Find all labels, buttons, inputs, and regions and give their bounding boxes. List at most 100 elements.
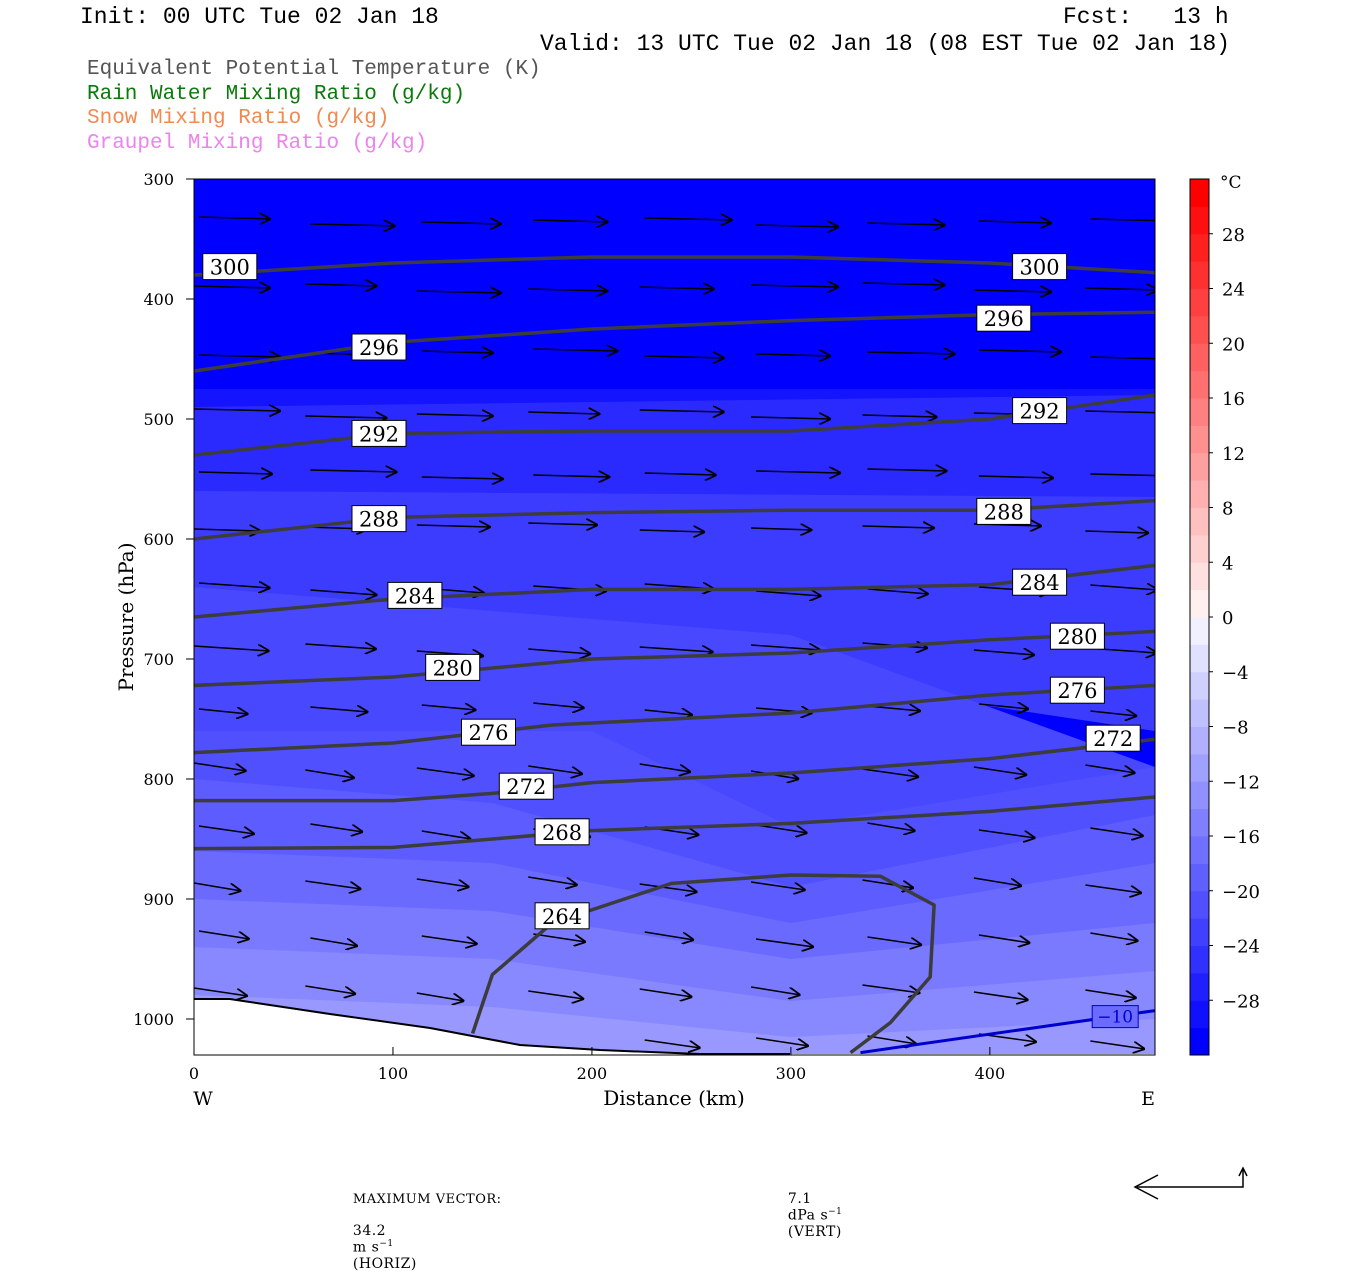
y-tick-label: 1000 <box>133 1010 174 1029</box>
wind-vector <box>416 525 491 527</box>
wind-vector <box>862 526 935 528</box>
wind-vector <box>867 936 923 945</box>
wind-vector <box>751 285 839 287</box>
wind-vector <box>310 823 363 832</box>
contour-label-box <box>534 902 590 930</box>
wind-vector <box>416 414 494 416</box>
wind-vector <box>533 475 610 477</box>
colorbar-swatch <box>1190 398 1209 426</box>
wind-vector <box>644 473 717 475</box>
contour-label-box <box>202 253 258 281</box>
wind-vector <box>416 878 470 887</box>
contour-label-box <box>387 581 443 609</box>
colorbar-tick-label: −12 <box>1222 772 1260 793</box>
wind-vector <box>644 1039 701 1048</box>
colorbar-tick-label: −8 <box>1222 718 1249 739</box>
wind-vector <box>1090 356 1155 360</box>
wind-vector <box>310 470 397 472</box>
colorbar-tick-label: 28 <box>1222 225 1245 246</box>
max-vector-horiz-kind: (HORIZ) <box>352 1255 417 1272</box>
wind-vector <box>421 351 494 353</box>
colorbar-swatch <box>1190 781 1209 810</box>
wind-vector <box>421 830 471 839</box>
contour-label: 272 <box>506 775 546 799</box>
reference-vector <box>1133 1166 1248 1200</box>
wind-vector <box>862 984 921 993</box>
max-vector-horiz-value: 34.2 <box>352 1223 387 1239</box>
wind-vector <box>305 416 387 418</box>
wind-vector <box>194 646 270 651</box>
wind-vector <box>1090 218 1155 222</box>
colorbar-tick-label: −4 <box>1222 663 1249 684</box>
reference-vector-head-vert <box>1238 1166 1248 1177</box>
colorbar-tick-label: 8 <box>1222 499 1233 520</box>
max-vector-caption: MAXIMUM VECTOR: 34.2 m s−1 (HORIZ) <box>343 1175 502 1272</box>
contour-label: 272 <box>1093 727 1133 751</box>
colorbar-swatch <box>1190 562 1209 591</box>
wind-vector <box>416 291 502 293</box>
theta-e-contour <box>194 795 1155 851</box>
x-axis: 0 100 200 300 400 <box>189 1047 1005 1083</box>
wind-vector <box>756 225 839 227</box>
wind-vectors <box>194 217 1155 1049</box>
colorbar-tick-label: 20 <box>1222 334 1245 355</box>
wind-vector <box>1090 932 1138 941</box>
wind-vector <box>528 765 583 774</box>
contour-label: 284 <box>1020 571 1060 595</box>
colorbar-swatch <box>1190 671 1209 700</box>
colorbar-swatch <box>1190 726 1209 755</box>
wind-vector <box>867 822 916 831</box>
contour-label-box <box>1012 568 1068 596</box>
contour-label-box <box>351 419 407 447</box>
contour-label: 268 <box>542 821 582 845</box>
colorbar-swatch <box>1190 863 1209 892</box>
wind-vector <box>639 883 698 892</box>
wind-vector <box>528 649 591 654</box>
legend-snow: Snow Mixing Ratio (g/kg) <box>87 107 390 130</box>
colorbar-swatch <box>1190 425 1209 454</box>
contour-label: 292 <box>1020 400 1060 424</box>
colorbar-swatch <box>1190 836 1209 864</box>
y-tick-label: 900 <box>143 890 174 909</box>
temperature-label-box <box>1091 1005 1139 1029</box>
y-tick-label: 700 <box>143 650 174 669</box>
colorbar-swatch <box>1190 1000 1209 1029</box>
contour-label: 296 <box>359 336 399 360</box>
colorbar-swatch <box>1190 480 1209 509</box>
wind-vector <box>755 824 807 833</box>
contour-label-box <box>1085 724 1141 752</box>
wind-vector <box>194 987 248 996</box>
x-axis-west-label: W <box>193 1088 213 1110</box>
wind-vector <box>639 287 715 289</box>
wind-vector <box>1090 827 1143 836</box>
colorbar-swatch <box>1190 617 1209 645</box>
wind-vector <box>973 290 1052 292</box>
y-tick-label: 400 <box>143 290 174 309</box>
wind-vector <box>528 990 584 999</box>
wind-vector <box>639 530 705 532</box>
y-tick-label: 800 <box>143 770 174 789</box>
colorbar-tick-label: 12 <box>1222 444 1245 465</box>
wind-vector <box>421 935 478 944</box>
contour-label-box <box>1012 397 1068 425</box>
x-tick-label: 0 <box>189 1064 199 1083</box>
wind-vector <box>644 218 733 220</box>
theta-e-contour <box>194 737 1155 803</box>
wind-vector <box>305 880 361 889</box>
wind-vector <box>862 415 938 417</box>
wind-vector <box>750 986 800 995</box>
wind-vector <box>305 644 376 649</box>
contour-label-box <box>498 772 554 800</box>
wind-vector <box>756 471 841 473</box>
wind-vector <box>1085 764 1135 773</box>
colorbar-swatch <box>1190 507 1209 536</box>
contour-label: 280 <box>1057 625 1097 649</box>
init-time: Init: 00 UTC Tue 02 Jan 18 <box>80 4 439 30</box>
plot-frame <box>193 178 1156 1056</box>
x-tick-label: 100 <box>378 1064 409 1083</box>
wind-vector <box>973 877 1022 886</box>
wind-vector <box>978 704 1029 709</box>
wind-vector <box>644 710 693 715</box>
wind-vector <box>639 763 691 772</box>
